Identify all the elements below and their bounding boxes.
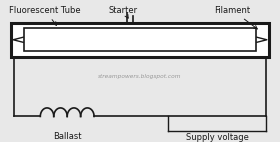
Text: Ballast: Ballast — [53, 132, 81, 141]
Text: Fluorescent Tube: Fluorescent Tube — [9, 6, 81, 25]
Bar — [11, 23, 269, 57]
Text: Starter: Starter — [109, 6, 138, 18]
Text: Filament: Filament — [214, 6, 257, 29]
Text: Supply voltage: Supply voltage — [186, 133, 248, 142]
Bar — [24, 28, 256, 51]
Text: streampowers.blogspot.com: streampowers.blogspot.com — [98, 74, 182, 79]
